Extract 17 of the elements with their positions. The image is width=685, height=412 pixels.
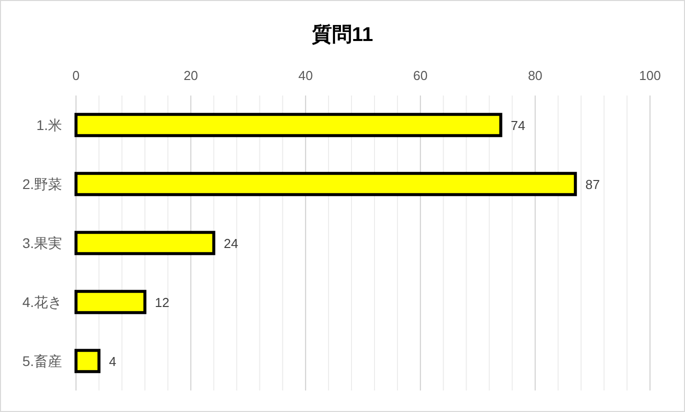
- category-label: 4.花き: [22, 294, 62, 310]
- tick-label: 100: [639, 68, 661, 83]
- data-label: 87: [585, 177, 600, 192]
- category-label: 5.畜産: [22, 353, 62, 369]
- tick-label: 40: [298, 68, 313, 83]
- category-label: 3.果実: [22, 235, 62, 251]
- tick-label: 0: [72, 68, 80, 83]
- data-label: 74: [510, 118, 526, 133]
- data-label: 12: [154, 295, 170, 310]
- category-label: 2.野菜: [22, 176, 62, 192]
- title: 質問11: [312, 24, 374, 46]
- tick-label: 20: [184, 68, 198, 83]
- tick-label: 60: [413, 68, 428, 83]
- data-label: 4: [108, 354, 116, 369]
- data-label: 24: [224, 236, 238, 251]
- tick-label: 80: [528, 68, 542, 83]
- category-label: 1.米: [36, 117, 62, 133]
